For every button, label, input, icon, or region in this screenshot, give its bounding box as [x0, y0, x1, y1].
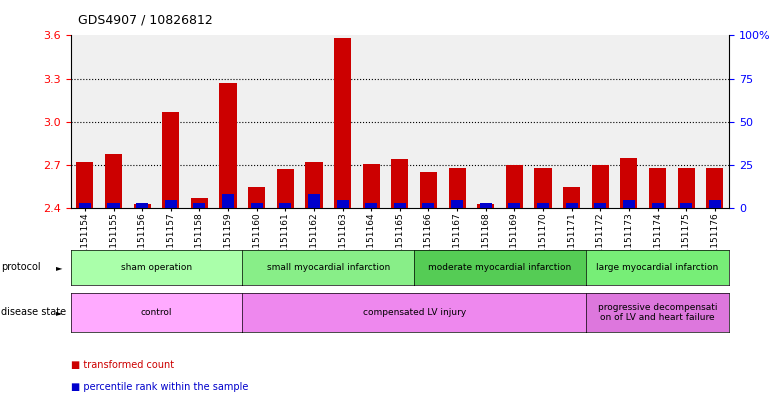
Text: disease state: disease state: [1, 307, 66, 318]
Bar: [305, 162, 322, 208]
Bar: [191, 198, 208, 208]
Text: protocol: protocol: [1, 262, 41, 272]
Bar: [133, 204, 151, 208]
Bar: [423, 203, 434, 208]
Bar: [623, 200, 635, 208]
Bar: [279, 203, 292, 208]
Bar: [394, 203, 406, 208]
Bar: [363, 163, 379, 208]
Bar: [506, 165, 523, 208]
Bar: [620, 158, 637, 208]
Text: moderate myocardial infarction: moderate myocardial infarction: [428, 263, 572, 272]
Bar: [107, 203, 119, 208]
Bar: [105, 154, 122, 208]
Bar: [336, 200, 349, 208]
Bar: [652, 203, 663, 208]
Bar: [563, 187, 580, 208]
Bar: [508, 203, 521, 208]
Bar: [649, 168, 666, 208]
Bar: [162, 112, 180, 208]
Text: small myocardial infarction: small myocardial infarction: [267, 263, 390, 272]
Bar: [334, 38, 351, 208]
Bar: [594, 203, 606, 208]
Bar: [535, 168, 552, 208]
Bar: [365, 203, 377, 208]
Bar: [391, 159, 408, 208]
Bar: [480, 203, 492, 208]
Bar: [79, 203, 91, 208]
Bar: [477, 204, 495, 208]
Text: ►: ►: [56, 308, 62, 317]
Bar: [592, 165, 609, 208]
Bar: [537, 203, 549, 208]
Text: compensated LV injury: compensated LV injury: [362, 308, 466, 317]
Bar: [308, 195, 320, 208]
Bar: [222, 195, 234, 208]
Bar: [677, 168, 695, 208]
Bar: [709, 200, 720, 208]
Text: control: control: [140, 308, 172, 317]
Bar: [248, 187, 265, 208]
Text: ►: ►: [56, 263, 62, 272]
Bar: [277, 169, 294, 208]
Text: ■ percentile rank within the sample: ■ percentile rank within the sample: [71, 382, 248, 392]
Bar: [165, 200, 176, 208]
Bar: [194, 203, 205, 208]
Bar: [451, 200, 463, 208]
Bar: [448, 168, 466, 208]
Bar: [136, 203, 148, 208]
Bar: [420, 172, 437, 208]
Bar: [706, 168, 724, 208]
Bar: [76, 162, 93, 208]
Text: GDS4907 / 10826812: GDS4907 / 10826812: [78, 14, 213, 27]
Bar: [565, 203, 578, 208]
Text: ■ transformed count: ■ transformed count: [71, 360, 174, 371]
Bar: [681, 203, 692, 208]
Text: sham operation: sham operation: [121, 263, 192, 272]
Bar: [220, 83, 237, 208]
Text: progressive decompensati
on of LV and heart failure: progressive decompensati on of LV and he…: [597, 303, 717, 322]
Bar: [251, 203, 263, 208]
Text: large myocardial infarction: large myocardial infarction: [597, 263, 719, 272]
